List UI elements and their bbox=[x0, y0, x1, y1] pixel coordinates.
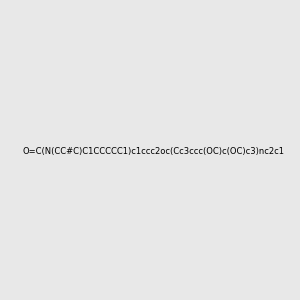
Text: O=C(N(CC#C)C1CCCCC1)c1ccc2oc(Cc3ccc(OC)c(OC)c3)nc2c1: O=C(N(CC#C)C1CCCCC1)c1ccc2oc(Cc3ccc(OC)c… bbox=[23, 147, 285, 156]
